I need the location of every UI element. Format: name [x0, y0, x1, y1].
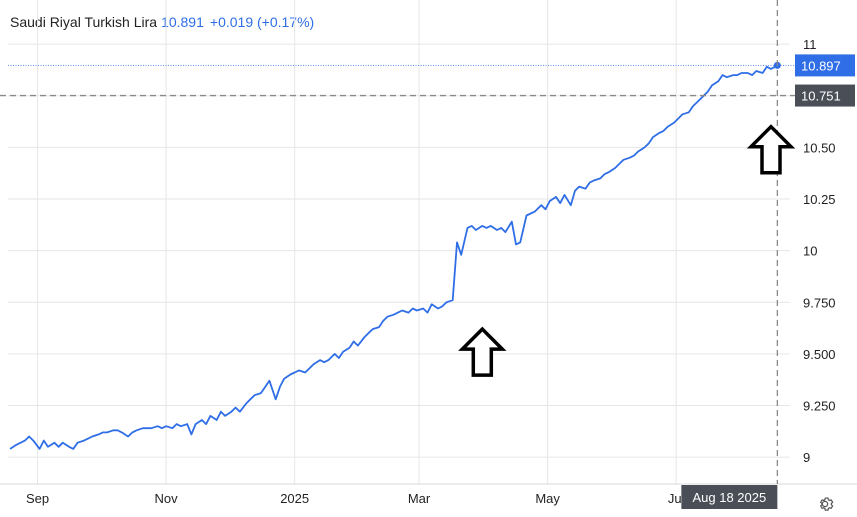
y-tick-label: 11 [803, 37, 817, 52]
y-tick-label: 9.750 [803, 295, 836, 310]
price-change: +0.019 (+0.17%) [209, 14, 315, 30]
series-line [9, 64, 778, 450]
y-tick-label: 9.500 [803, 347, 836, 362]
y-tick-label: 10.25 [803, 192, 836, 207]
y-tick-label: 9.250 [803, 399, 836, 414]
x-axis: Sep Nov 2025 Mar May Jul [26, 491, 685, 506]
x-tick-label: Sep [26, 491, 49, 506]
settings-button[interactable] [815, 494, 835, 514]
chart-header: Saudi Riyal Turkish Lira 10.891 +0.019 (+0… [10, 14, 314, 30]
crosshair-date-tag-bg [681, 485, 778, 509]
annotations [458, 124, 796, 377]
series [9, 64, 778, 450]
x-tick-label: Nov [155, 491, 179, 506]
x-tick-label: Mar [408, 491, 431, 506]
x-tick-label: Jul [668, 491, 685, 506]
up-arrow-outline-icon [458, 326, 507, 377]
crosshair-date-tag: Aug 18 2025 [692, 490, 766, 505]
pair-name: Saudi Riyal Turkish Lira [10, 14, 158, 30]
x-tick-label: May [535, 491, 560, 506]
gear-icon [820, 497, 834, 511]
y-tick-label: 10.50 [803, 140, 836, 155]
y-tick-label: 10 [803, 244, 817, 259]
grid [0, 0, 857, 485]
up-arrow-outline-icon [746, 124, 796, 175]
crosshair-value-tag-bg [795, 84, 855, 107]
y-tick-label: 9 [803, 450, 810, 465]
crosshair-value-tag: 10.751 [801, 89, 841, 104]
last-price-tag-bg [795, 54, 855, 77]
last-price-tag: 10.897 [801, 58, 841, 73]
last-value: 10.891 [161, 14, 204, 30]
x-tick-label: 2025 [280, 491, 309, 506]
